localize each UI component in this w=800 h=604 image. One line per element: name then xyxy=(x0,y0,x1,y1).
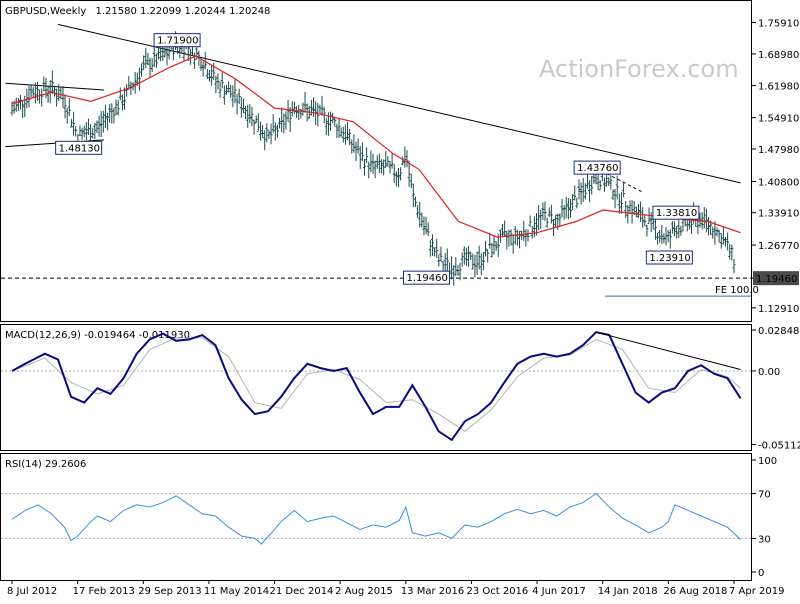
price-label-box xyxy=(645,250,693,265)
price-label: 1.23910 xyxy=(649,253,690,264)
x-axis-label: 17 Feb 2013 xyxy=(73,586,135,597)
price-axis-label: 1.26770 xyxy=(758,241,799,252)
price-axis-label: 1.47980 xyxy=(758,145,799,156)
price-axis-label: 1.12910 xyxy=(758,304,799,315)
price-label: 1.48130 xyxy=(59,143,100,154)
x-axis-label: 13 Mar 2016 xyxy=(401,586,464,597)
rsi-axis-label: 70 xyxy=(758,490,771,501)
price-label-box xyxy=(153,33,201,48)
rsi-axis-label: 0 xyxy=(758,568,764,579)
x-axis-label: 8 Jul 2012 xyxy=(7,586,57,597)
chart-plot-layer: 1.75910 1.68980 1.61980 1.54910 1.47980 1.408… xyxy=(1,19,800,597)
x-axis-label: 21 Dec 2014 xyxy=(270,586,334,597)
rsi-panel-frame xyxy=(0,453,752,581)
fe-label: FE 100.0 xyxy=(715,285,759,296)
symbol-label: GBPUSD,Weekly xyxy=(5,6,86,17)
watermark: ActionForex.com xyxy=(539,55,739,83)
x-axis-label: 7 Apr 2019 xyxy=(729,586,784,597)
x-axis-label: 26 Aug 2018 xyxy=(663,586,727,597)
price-label-box xyxy=(403,270,451,285)
current-price-box xyxy=(753,271,799,286)
price-label: 1.71900 xyxy=(157,36,198,47)
macd-axis-label: -0.051125 xyxy=(758,440,800,451)
price-axis-label: 1.54910 xyxy=(758,114,799,125)
price-axis-label: 1.33910 xyxy=(758,209,799,220)
x-axis-label: 14 Jan 2018 xyxy=(598,586,658,597)
price-label-box xyxy=(55,140,103,155)
macd-panel-frame xyxy=(0,324,752,451)
macd-axis-label: 0.028489 xyxy=(758,326,800,337)
ohlc-values: 1.21580 1.22099 1.20244 1.20248 xyxy=(95,6,270,17)
price-axis-label: 1.40800 xyxy=(758,178,799,189)
descending-trendline xyxy=(57,23,741,184)
price-label-box xyxy=(573,160,621,175)
price-label: 1.19460 xyxy=(407,273,448,284)
rsi-axis-label: 30 xyxy=(758,534,771,545)
x-axis-label: 23 Oct 2016 xyxy=(466,586,528,597)
macd-signal-line xyxy=(11,337,741,432)
current-price-label: 1.19460 xyxy=(756,274,797,285)
rsi-panel-header: RSI(14) 29.2606 xyxy=(5,459,86,470)
price-axis-label: 1.75910 xyxy=(758,19,799,30)
rsi-line xyxy=(11,492,741,545)
price-panel-header: GBPUSD,Weekly 1.21580 1.22099 1.20244 1.… xyxy=(5,6,270,17)
macd-trendline xyxy=(596,331,741,371)
price-axis-label: 1.68980 xyxy=(758,50,799,61)
x-axis-label: 4 Jun 2017 xyxy=(532,586,586,597)
macd-axis-label: 0.00 xyxy=(758,367,780,378)
x-axis-label: 2 Aug 2015 xyxy=(335,586,393,597)
price-label: 1.43760 xyxy=(577,163,618,174)
macd-line xyxy=(11,331,742,442)
macd-panel-header: MACD(12,26,9) -0.019464 -0.011930 xyxy=(5,330,190,341)
price-axis-label: 1.61980 xyxy=(758,82,799,93)
price-label-box xyxy=(652,205,700,220)
price-panel-frame xyxy=(0,0,752,322)
moving-average-line xyxy=(11,55,741,238)
x-axis-label: 29 Sep 2013 xyxy=(138,586,201,597)
x-axis-label: 11 May 2014 xyxy=(204,586,269,597)
price-label: 1.33810 xyxy=(656,208,697,219)
rsi-axis-label: 100 xyxy=(758,456,777,467)
